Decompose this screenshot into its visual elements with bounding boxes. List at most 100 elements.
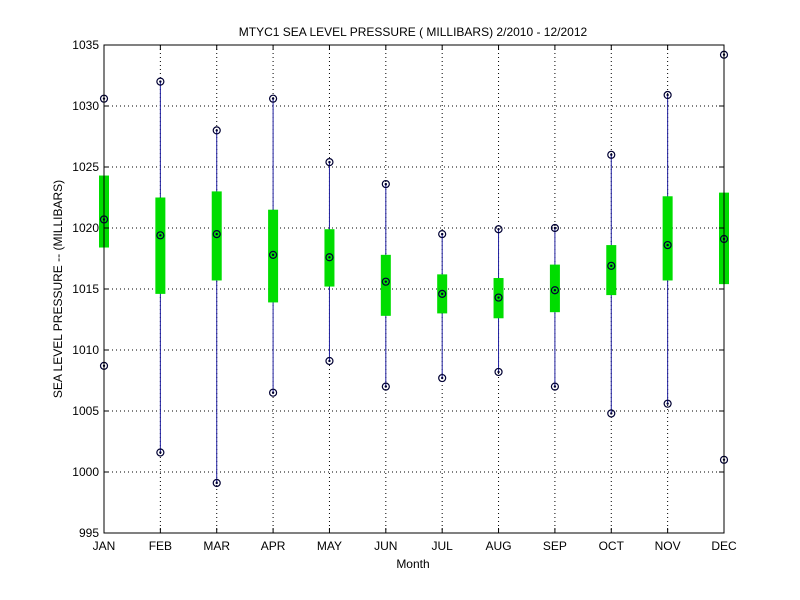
median-marker-dot	[384, 280, 388, 283]
y-tick-label: 1030	[72, 99, 99, 113]
plot-frame	[103, 44, 725, 534]
median-marker	[607, 261, 616, 270]
median-marker	[663, 240, 672, 250]
max-marker-dot	[159, 80, 162, 83]
max-marker	[494, 225, 503, 234]
min-marker	[156, 448, 165, 457]
min-marker	[550, 382, 560, 391]
x-tick-label: JUL	[432, 539, 454, 553]
max-marker-dot	[271, 97, 275, 100]
max-marker	[325, 158, 334, 167]
median-marker	[438, 289, 447, 298]
median-marker-dot	[553, 289, 557, 292]
median-marker-dot	[271, 253, 275, 257]
x-tick-label: AUG	[486, 539, 512, 553]
median-marker	[325, 253, 334, 262]
iqr-box	[662, 196, 673, 281]
iqr-box	[268, 209, 279, 303]
median-marker-dot	[497, 296, 500, 299]
max-marker-dot	[553, 226, 557, 230]
max-marker	[663, 90, 672, 100]
min-marker-dot	[666, 402, 669, 405]
min-marker	[325, 356, 334, 366]
max-marker-dot	[497, 228, 500, 231]
x-tick-label: FEB	[149, 539, 172, 553]
min-marker-dot	[384, 385, 388, 388]
box-oct	[606, 150, 617, 418]
min-marker-dot	[328, 359, 331, 363]
max-marker	[268, 94, 278, 103]
median-marker-dot	[666, 243, 669, 247]
min-marker-dot	[553, 385, 557, 388]
max-marker	[438, 230, 447, 239]
box-mar	[211, 126, 222, 488]
y-tick-label: 1020	[72, 221, 99, 235]
x-tick-label: OCT	[599, 539, 625, 553]
y-tick-label: 1015	[72, 282, 99, 296]
min-marker	[381, 382, 390, 391]
box-jul	[437, 230, 448, 383]
median-marker-dot	[215, 232, 218, 236]
min-marker	[438, 373, 447, 383]
min-marker	[212, 478, 221, 488]
box-feb	[155, 77, 166, 457]
median-marker	[381, 277, 390, 286]
iqr-box	[606, 245, 617, 296]
x-tick-label: JAN	[93, 539, 116, 553]
max-marker-dot	[384, 182, 388, 186]
x-tick-label: MAY	[317, 539, 342, 553]
median-marker	[550, 286, 560, 295]
iqr-box	[155, 197, 166, 294]
y-tick-label: 1005	[72, 404, 99, 418]
box-jun	[380, 179, 391, 391]
min-marker-dot	[440, 376, 444, 380]
box-aug	[493, 225, 504, 377]
median-marker-dot	[440, 292, 444, 296]
y-tick-label: 1000	[72, 465, 99, 479]
min-marker	[268, 388, 278, 397]
median-marker-dot	[328, 256, 331, 259]
min-marker-dot	[215, 481, 218, 485]
x-tick-label: MAR	[203, 539, 230, 553]
min-marker-dot	[610, 412, 613, 415]
x-tick-label: SEP	[543, 539, 567, 553]
max-marker	[607, 150, 616, 159]
min-marker-dot	[159, 451, 162, 454]
max-marker-dot	[440, 232, 444, 236]
y-tick-label: 1010	[72, 343, 99, 357]
min-marker	[663, 399, 672, 408]
x-tick-label: APR	[261, 539, 286, 553]
x-tick-label: JUN	[374, 539, 397, 553]
box-may	[324, 158, 335, 366]
median-marker	[156, 231, 165, 240]
x-tick-label: DEC	[711, 539, 737, 553]
y-axis-label: SEA LEVEL PRESSURE -- (MILLIBARS)	[51, 180, 65, 398]
chart-title: MTYC1 SEA LEVEL PRESSURE ( MILLIBARS) 2/…	[239, 25, 588, 39]
min-marker-dot	[497, 370, 500, 374]
min-marker-dot	[271, 391, 275, 394]
box-nov	[662, 90, 673, 408]
y-tick-label: 1025	[72, 160, 99, 174]
x-axis-label: Month	[396, 557, 429, 571]
median-marker-dot	[610, 264, 613, 268]
median-marker-dot	[159, 234, 162, 237]
median-marker	[268, 250, 278, 259]
max-marker-dot	[666, 93, 669, 97]
y-tick-label: 1035	[72, 38, 99, 52]
iqr-box	[549, 264, 560, 313]
box-apr	[268, 94, 279, 397]
iqr-box	[211, 191, 222, 281]
max-marker	[381, 179, 390, 189]
max-marker	[550, 223, 560, 233]
box-sep	[549, 223, 560, 391]
median-marker	[494, 293, 503, 302]
min-marker	[607, 409, 616, 418]
max-marker-dot	[610, 153, 613, 156]
max-marker-dot	[328, 160, 331, 164]
median-marker	[212, 230, 221, 239]
max-marker	[212, 126, 221, 135]
max-marker-dot	[215, 129, 218, 132]
max-marker	[156, 77, 165, 86]
y-tick-label: 995	[79, 526, 99, 540]
